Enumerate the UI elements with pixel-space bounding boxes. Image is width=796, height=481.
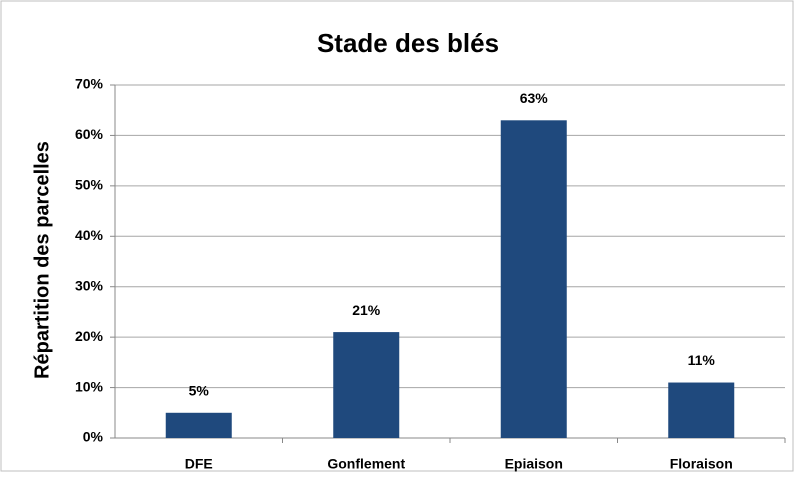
y-tick-label: 60% [75, 126, 104, 142]
x-tick-label: Epiaison [505, 456, 563, 472]
y-axis-label: Répartition des parcelles [31, 141, 53, 379]
y-tick-label: 50% [75, 177, 104, 193]
bar [668, 382, 735, 438]
value-label: 5% [189, 382, 210, 398]
bar [500, 120, 567, 439]
y-tick-label: 70% [75, 76, 104, 92]
y-tick-label: 30% [75, 277, 104, 293]
value-label: 63% [520, 90, 549, 106]
bar [333, 332, 400, 438]
y-tick-label: 40% [75, 227, 104, 243]
value-label: 11% [688, 352, 716, 368]
chart-title: Stade des blés [317, 28, 499, 58]
x-tick-label: DFE [185, 456, 213, 472]
bar [165, 412, 232, 438]
y-tick-label: 20% [75, 328, 104, 344]
y-tick-label: 10% [75, 378, 104, 394]
x-tick-label: Floraison [670, 456, 733, 472]
y-tick-label: 0% [83, 429, 104, 445]
value-label: 21% [352, 302, 381, 318]
x-tick-label: Gonflement [327, 456, 405, 472]
